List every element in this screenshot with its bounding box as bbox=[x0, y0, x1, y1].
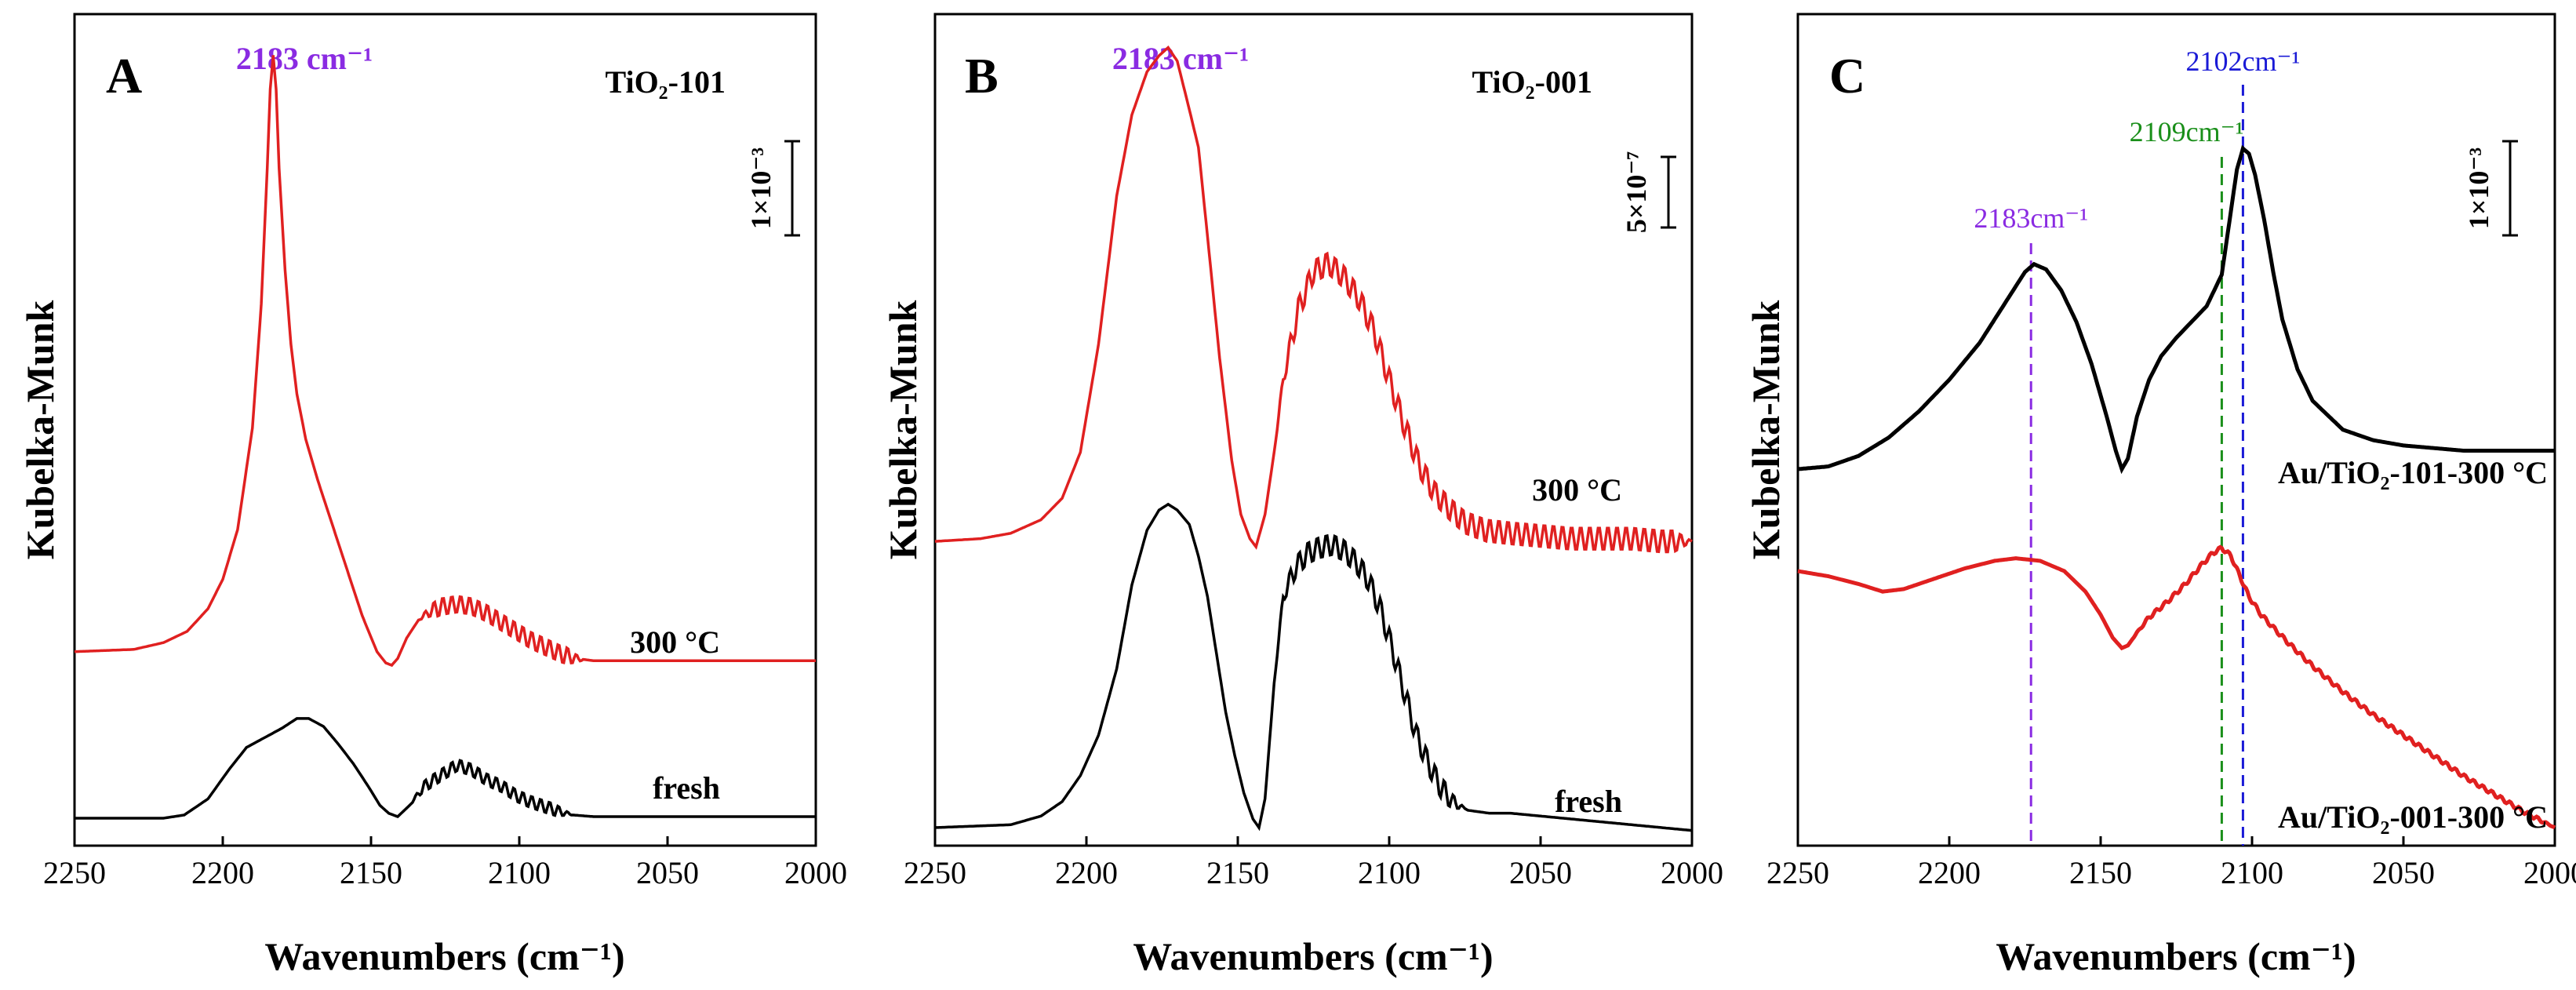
scale-bar: 5×10⁻⁷ bbox=[1621, 151, 1676, 234]
reference-line-2183: 2183cm⁻¹ bbox=[1974, 202, 2088, 846]
y-axis-title: Kubelka-Munk bbox=[1744, 300, 1788, 559]
reference-line-label: 2102cm⁻¹ bbox=[2186, 45, 2301, 77]
scale-bar-label: 5×10⁻⁷ bbox=[1621, 151, 1652, 234]
x-tick-label: 2000 bbox=[784, 855, 847, 890]
x-tick-label: 2150 bbox=[340, 855, 402, 890]
y-axis-title: Kubelka-Munk bbox=[881, 300, 925, 559]
reference-line-2102: 2102cm⁻¹ bbox=[2186, 45, 2301, 846]
series-line-fresh bbox=[75, 717, 816, 820]
x-tick-label: 2250 bbox=[43, 855, 106, 890]
panel-title: TiO₂-001 bbox=[1472, 64, 1593, 100]
series-label-fresh: fresh bbox=[653, 770, 720, 806]
scale-bar-label: 1×10⁻³ bbox=[745, 147, 777, 230]
scale-bar: 1×10⁻³ bbox=[745, 140, 800, 237]
series-line-au-tio2-101 bbox=[1797, 144, 2555, 475]
series-label-au-tio2-001: Au/TiO₂-001-300 °C bbox=[2278, 799, 2548, 835]
x-axis: 2250 2200 2150 2100 2050 2000 bbox=[1766, 836, 2576, 890]
reference-line-label: 2109cm⁻¹ bbox=[2130, 116, 2244, 147]
panel-letter: C bbox=[1829, 48, 1865, 104]
plot-frame bbox=[933, 13, 1694, 847]
x-tick-label: 2000 bbox=[1661, 855, 1723, 890]
reference-line-label: 2183cm⁻¹ bbox=[1974, 202, 2088, 234]
x-tick-label: 2250 bbox=[1766, 855, 1829, 890]
series-label-300c: 300 °C bbox=[630, 624, 720, 660]
series-line-au-tio2-001 bbox=[1797, 544, 2556, 830]
x-tick-label: 2100 bbox=[1358, 855, 1421, 890]
x-axis: 2250 2200 2150 2100 2050 2000 bbox=[904, 836, 1723, 890]
x-axis-title: Wavenumbers (cm⁻¹) bbox=[1133, 934, 1493, 978]
x-axis: 2250 2200 2150 2100 2050 2000 bbox=[43, 836, 847, 890]
x-tick-label: 2000 bbox=[2523, 855, 2576, 890]
plot-frame bbox=[1796, 13, 2556, 847]
x-tick-label: 2100 bbox=[2221, 855, 2283, 890]
x-axis-title: Wavenumbers (cm⁻¹) bbox=[264, 934, 624, 978]
x-tick-label: 2200 bbox=[191, 855, 254, 890]
x-tick-label: 2250 bbox=[904, 855, 966, 890]
y-axis-title: Kubelka-Munk bbox=[18, 300, 62, 559]
x-tick-label: 2100 bbox=[488, 855, 551, 890]
series-label-fresh: fresh bbox=[1555, 784, 1622, 819]
x-tick-label: 2050 bbox=[636, 855, 699, 890]
panel-a: A 2183 cm⁻¹ TiO₂-101 1×10⁻³ 300 °C fresh… bbox=[18, 13, 847, 978]
series-line-300c bbox=[74, 55, 816, 668]
peak-label: 2183 cm⁻¹ bbox=[236, 41, 373, 76]
x-tick-label: 2050 bbox=[1509, 855, 1572, 890]
series-line-300c bbox=[934, 45, 1693, 554]
x-tick-label: 2200 bbox=[1918, 855, 1981, 890]
series-line-fresh bbox=[934, 502, 1693, 832]
scale-bar: 1×10⁻³ bbox=[2463, 140, 2518, 237]
panel-letter: A bbox=[106, 48, 142, 104]
series-label-au-tio2-101: Au/TiO₂-101-300 °C bbox=[2278, 455, 2548, 490]
reference-line-2109: 2109cm⁻¹ bbox=[2130, 116, 2244, 846]
panel-letter: B bbox=[965, 48, 999, 104]
panel-title: TiO₂-101 bbox=[606, 64, 726, 100]
x-tick-label: 2150 bbox=[2069, 855, 2132, 890]
peak-label-text: 2183 cm⁻¹ bbox=[236, 41, 373, 76]
series-label-300c: 300 °C bbox=[1532, 472, 1622, 508]
x-axis-title: Wavenumbers (cm⁻¹) bbox=[1996, 934, 2356, 978]
panel-b: B 2183 cm⁻¹ TiO₂-001 5×10⁻⁷ 300 °C fresh… bbox=[881, 13, 1723, 978]
x-tick-label: 2200 bbox=[1055, 855, 1118, 890]
scale-bar-label: 1×10⁻³ bbox=[2463, 147, 2494, 230]
x-tick-label: 2050 bbox=[2372, 855, 2435, 890]
panel-c: C 1×10⁻³ 2183cm⁻¹ 2109cm⁻¹ 2102cm⁻¹ Au/T… bbox=[1744, 13, 2576, 978]
plot-frame bbox=[73, 13, 817, 847]
x-tick-label: 2150 bbox=[1206, 855, 1269, 890]
